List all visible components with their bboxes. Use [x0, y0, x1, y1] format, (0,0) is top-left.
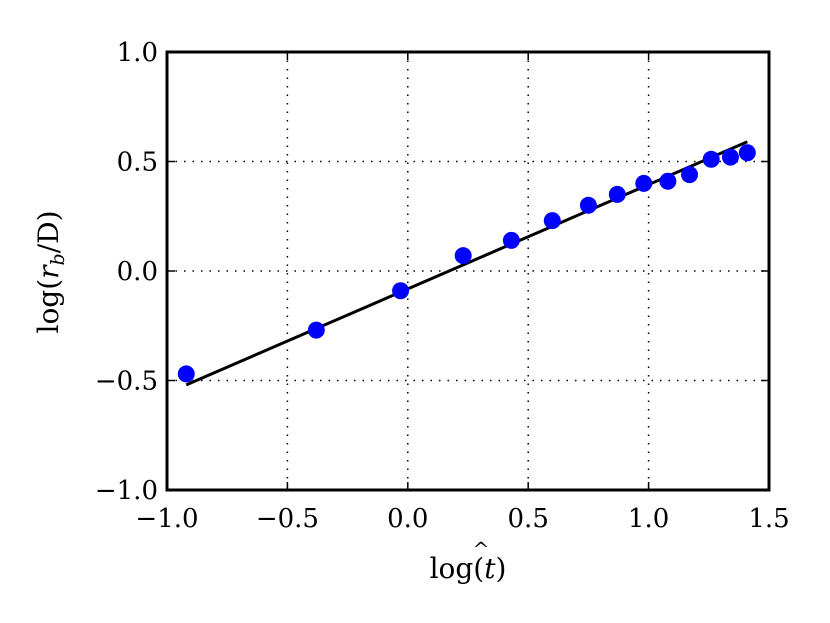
y-tick-label: 1.0	[117, 38, 158, 68]
y-tick-label: −1.0	[95, 476, 158, 506]
x-tick-label: 0.5	[508, 504, 549, 534]
data-point	[502, 231, 520, 249]
data-point	[681, 166, 699, 184]
data-point	[659, 172, 677, 190]
y-tick-labels: 1.0 0.5 0.0 −0.5 −1.0	[95, 38, 158, 506]
data-point	[454, 247, 472, 265]
data-point	[738, 144, 756, 162]
data-point	[608, 185, 626, 203]
y-tick-label: −0.5	[95, 367, 158, 397]
y-tick-label: 0.0	[117, 257, 158, 287]
x-tick-label: −1.0	[135, 504, 198, 534]
axes-frame	[165, 50, 771, 492]
data-point	[543, 212, 561, 230]
data-point	[702, 150, 720, 168]
x-tick-label: −0.5	[256, 504, 319, 534]
x-tick-label: 1.5	[748, 504, 789, 534]
y-axis-label: log(rb/D)	[32, 210, 69, 333]
data-point	[307, 321, 325, 339]
grid-lines	[167, 52, 769, 490]
data-points	[177, 144, 756, 383]
x-tick-labels: −1.0 −0.5 0.0 0.5 1.0 1.5	[135, 504, 789, 534]
y-tick-label: 0.5	[117, 148, 158, 178]
data-point	[579, 196, 597, 214]
x-tick-label: 1.0	[628, 504, 669, 534]
x-tick-label: 0.0	[387, 504, 428, 534]
data-point	[392, 282, 410, 300]
data-point	[177, 365, 195, 383]
data-point	[635, 174, 653, 192]
ticks	[166, 51, 770, 491]
x-axis-label-hat: ^	[473, 537, 490, 561]
data-point	[721, 148, 739, 166]
x-axis-label: log(t)	[430, 552, 507, 585]
